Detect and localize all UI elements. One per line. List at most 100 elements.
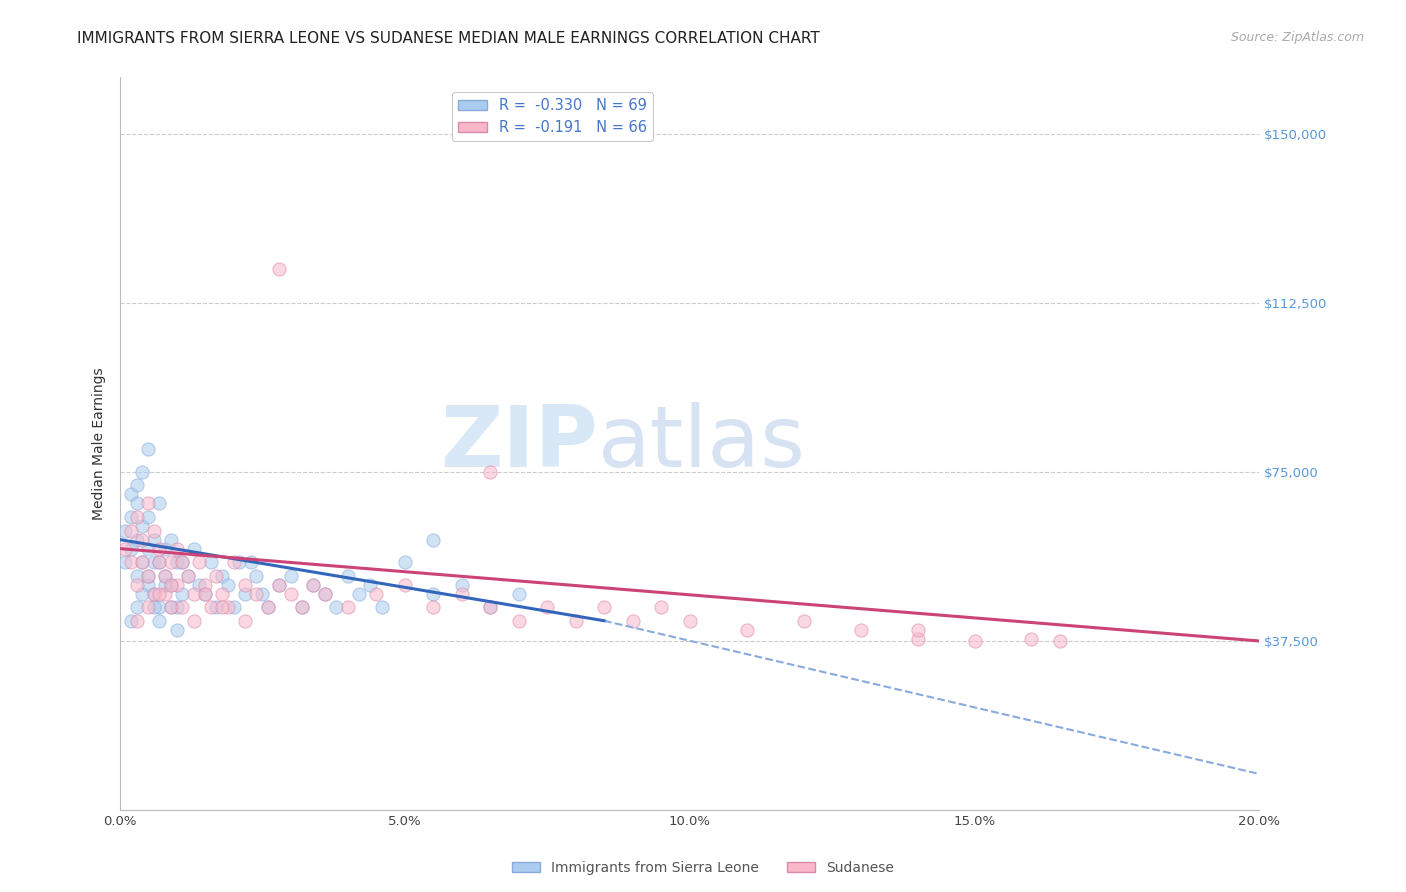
Point bbox=[125, 510, 148, 524]
Point bbox=[136, 577, 159, 591]
Text: Source: ZipAtlas.com: Source: ZipAtlas.com bbox=[1230, 31, 1364, 45]
Point bbox=[450, 577, 472, 591]
Point bbox=[120, 555, 142, 569]
Point bbox=[131, 519, 153, 533]
Point bbox=[142, 533, 165, 547]
Point bbox=[172, 555, 194, 569]
Point bbox=[205, 600, 228, 615]
Point bbox=[963, 634, 986, 648]
Point bbox=[136, 541, 159, 556]
Point bbox=[479, 465, 502, 479]
Point bbox=[450, 587, 472, 601]
Point bbox=[256, 600, 278, 615]
Point bbox=[172, 555, 194, 569]
Point bbox=[217, 577, 239, 591]
Point bbox=[233, 577, 256, 591]
Point bbox=[136, 496, 159, 510]
Text: IMMIGRANTS FROM SIERRA LEONE VS SUDANESE MEDIAN MALE EARNINGS CORRELATION CHART: IMMIGRANTS FROM SIERRA LEONE VS SUDANESE… bbox=[77, 31, 820, 46]
Point bbox=[136, 568, 159, 582]
Point bbox=[211, 587, 233, 601]
Point bbox=[148, 555, 170, 569]
Point bbox=[131, 533, 153, 547]
Point bbox=[153, 577, 176, 591]
Point bbox=[131, 555, 153, 569]
Point bbox=[907, 623, 929, 637]
Point bbox=[228, 555, 250, 569]
Point bbox=[177, 568, 200, 582]
Point bbox=[302, 577, 325, 591]
Point bbox=[166, 541, 188, 556]
Point bbox=[239, 555, 262, 569]
Point bbox=[280, 568, 302, 582]
Point bbox=[359, 577, 381, 591]
Point bbox=[148, 614, 170, 628]
Point bbox=[114, 524, 136, 538]
Point bbox=[508, 587, 530, 601]
Point bbox=[269, 577, 291, 591]
Point bbox=[291, 600, 314, 615]
Point bbox=[564, 614, 586, 628]
Point bbox=[136, 510, 159, 524]
Point bbox=[142, 600, 165, 615]
Point bbox=[136, 442, 159, 457]
Point bbox=[536, 600, 558, 615]
Point bbox=[314, 587, 336, 601]
Point bbox=[188, 577, 211, 591]
Point bbox=[593, 600, 616, 615]
Point bbox=[153, 568, 176, 582]
Point bbox=[907, 632, 929, 646]
Point bbox=[136, 600, 159, 615]
Point bbox=[291, 600, 314, 615]
Y-axis label: Median Male Earnings: Median Male Earnings bbox=[93, 368, 107, 520]
Point bbox=[153, 568, 176, 582]
Point bbox=[120, 614, 142, 628]
Point bbox=[125, 614, 148, 628]
Point bbox=[280, 587, 302, 601]
Point bbox=[172, 587, 194, 601]
Point bbox=[621, 614, 644, 628]
Point bbox=[159, 533, 181, 547]
Point bbox=[131, 555, 153, 569]
Point bbox=[172, 600, 194, 615]
Point bbox=[153, 587, 176, 601]
Point bbox=[142, 524, 165, 538]
Point bbox=[114, 541, 136, 556]
Point bbox=[159, 577, 181, 591]
Point bbox=[250, 587, 273, 601]
Point bbox=[364, 587, 387, 601]
Point bbox=[792, 614, 814, 628]
Point bbox=[479, 600, 502, 615]
Point bbox=[245, 587, 267, 601]
Point bbox=[200, 600, 222, 615]
Point bbox=[269, 262, 291, 277]
Point bbox=[125, 568, 148, 582]
Point bbox=[508, 614, 530, 628]
Point bbox=[650, 600, 672, 615]
Point bbox=[120, 541, 142, 556]
Point bbox=[131, 465, 153, 479]
Point bbox=[1021, 632, 1043, 646]
Point bbox=[125, 577, 148, 591]
Point bbox=[211, 568, 233, 582]
Point bbox=[125, 478, 148, 492]
Point bbox=[325, 600, 347, 615]
Point bbox=[370, 600, 392, 615]
Point bbox=[125, 600, 148, 615]
Point bbox=[245, 568, 267, 582]
Point bbox=[1049, 634, 1071, 648]
Point bbox=[735, 623, 758, 637]
Point bbox=[233, 587, 256, 601]
Text: ZIP: ZIP bbox=[440, 402, 599, 485]
Point bbox=[302, 577, 325, 591]
Point bbox=[422, 533, 444, 547]
Point bbox=[678, 614, 700, 628]
Point bbox=[153, 541, 176, 556]
Point bbox=[222, 600, 245, 615]
Point bbox=[131, 587, 153, 601]
Point bbox=[166, 555, 188, 569]
Point bbox=[233, 614, 256, 628]
Point bbox=[125, 496, 148, 510]
Point bbox=[217, 600, 239, 615]
Point bbox=[125, 533, 148, 547]
Point bbox=[120, 524, 142, 538]
